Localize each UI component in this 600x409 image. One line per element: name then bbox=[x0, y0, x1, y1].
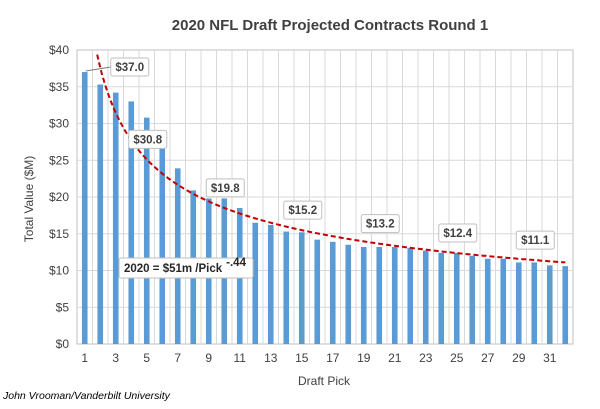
bar-pick-15 bbox=[298, 232, 305, 344]
x-axis-ticks: 1 3 5 7 9 11 13 15 17 19 21 23 25 27 29 31 bbox=[81, 351, 556, 365]
trendline bbox=[96, 54, 566, 264]
y-tick-label: $15 bbox=[49, 227, 69, 241]
formula-main-text: 2020 = $51m /Pick bbox=[124, 263, 223, 275]
bar-pick-24 bbox=[438, 252, 445, 344]
callout-box bbox=[283, 200, 323, 220]
callout-pick-5: $30.8 bbox=[128, 129, 168, 149]
bar-pick-5 bbox=[143, 117, 150, 345]
x-tick-label: 9 bbox=[205, 351, 212, 365]
x-tick-label: 23 bbox=[419, 351, 433, 365]
bar-pick-30 bbox=[531, 262, 538, 344]
bar-pick-16 bbox=[314, 239, 321, 344]
x-tick-label: 1 bbox=[81, 351, 88, 365]
bar-pick-13 bbox=[267, 224, 274, 344]
bar-pick-4 bbox=[128, 101, 135, 344]
x-tick-label: 7 bbox=[174, 351, 181, 365]
x-tick-label: 15 bbox=[295, 351, 309, 365]
y-tick-label: $0 bbox=[56, 337, 70, 351]
callout-box bbox=[360, 214, 400, 234]
x-tick-label: 29 bbox=[512, 351, 526, 365]
y-axis-title: Total Value ($M) bbox=[22, 156, 36, 242]
callout-box bbox=[205, 178, 245, 198]
callout-label: $15.2 bbox=[288, 205, 317, 217]
x-tick-label: 31 bbox=[543, 351, 557, 365]
callout-pick-20: $13.2 bbox=[360, 214, 400, 234]
callout-label: $30.8 bbox=[133, 134, 162, 146]
bar-pick-32 bbox=[562, 266, 569, 344]
callout-leader-line bbox=[85, 66, 111, 72]
callout-pick-25: $12.4 bbox=[438, 223, 478, 243]
callout-box bbox=[438, 223, 478, 243]
y-axis-ticks: $0 $5 $10 $15 $20 $25 $30 $35 $40 bbox=[49, 43, 69, 351]
x-axis-title: Draft Pick bbox=[298, 374, 351, 388]
callout-box bbox=[515, 230, 555, 250]
bar-pick-17 bbox=[329, 241, 336, 344]
trendline-formula: 2020 = $51m /Pick -.44 bbox=[118, 257, 254, 279]
callout-label: $12.4 bbox=[443, 228, 472, 240]
bar-pick-20 bbox=[376, 246, 383, 344]
formula-exponent: -.44 bbox=[226, 257, 246, 269]
callout-pick-30: $11.1 bbox=[515, 230, 555, 250]
bar-pick-3 bbox=[112, 92, 119, 344]
y-tick-label: $25 bbox=[49, 153, 69, 167]
callout-box bbox=[128, 129, 168, 149]
data-callouts: $37.0 $30.8 $19.8 $15.2 $13.2 $12.4 $11.1 bbox=[85, 57, 555, 250]
x-tick-label: 17 bbox=[326, 351, 340, 365]
x-tick-label: 25 bbox=[450, 351, 464, 365]
y-tick-label: $30 bbox=[49, 117, 69, 131]
bar-pick-6 bbox=[159, 145, 166, 344]
callout-label: $11.1 bbox=[521, 235, 550, 247]
bar-pick-27 bbox=[484, 258, 491, 344]
bar-pick-31 bbox=[546, 265, 553, 344]
y-tick-label: $40 bbox=[49, 43, 69, 57]
x-tick-label: 5 bbox=[143, 351, 150, 365]
bar-pick-25 bbox=[453, 252, 460, 344]
bar-pick-29 bbox=[515, 262, 522, 344]
y-tick-label: $5 bbox=[56, 300, 70, 314]
x-tick-label: 19 bbox=[357, 351, 371, 365]
bar-pick-22 bbox=[407, 247, 414, 344]
x-tick-label: 13 bbox=[264, 351, 278, 365]
bar-pick-23 bbox=[422, 250, 429, 344]
bar-pick-18 bbox=[345, 244, 352, 344]
bar-pick-12 bbox=[252, 222, 259, 344]
callout-pick-15: $15.2 bbox=[283, 200, 323, 220]
x-tick-label: 3 bbox=[112, 351, 119, 365]
callout-label: $19.8 bbox=[211, 183, 240, 195]
bar-pick-14 bbox=[283, 231, 290, 344]
bar-pick-26 bbox=[469, 255, 476, 344]
x-tick-label: 21 bbox=[388, 351, 402, 365]
y-tick-label: $10 bbox=[49, 264, 69, 278]
bar-pick-1 bbox=[81, 72, 88, 345]
callout-label: $37.0 bbox=[115, 62, 144, 74]
bar-pick-7 bbox=[174, 168, 181, 344]
formula-box bbox=[118, 257, 254, 279]
x-tick-label: 27 bbox=[481, 351, 495, 365]
bar-pick-19 bbox=[360, 246, 367, 344]
credit-text: John Vrooman/Vanderbilt University bbox=[2, 390, 171, 402]
bar-pick-28 bbox=[500, 258, 507, 344]
bar-pick-21 bbox=[391, 246, 398, 344]
chart-title: 2020 NFL Draft Projected Contracts Round… bbox=[172, 17, 488, 34]
y-tick-label: $35 bbox=[49, 80, 69, 94]
x-tick-label: 11 bbox=[234, 351, 247, 365]
callout-label: $13.2 bbox=[366, 219, 395, 231]
callout-pick-10: $19.8 bbox=[205, 178, 245, 198]
callout-pick-1: $37.0 bbox=[85, 57, 150, 77]
bars bbox=[81, 72, 569, 345]
callout-box bbox=[110, 57, 150, 77]
bar-pick-2 bbox=[97, 84, 104, 345]
gridlines bbox=[77, 50, 573, 344]
y-tick-label: $20 bbox=[49, 190, 69, 204]
